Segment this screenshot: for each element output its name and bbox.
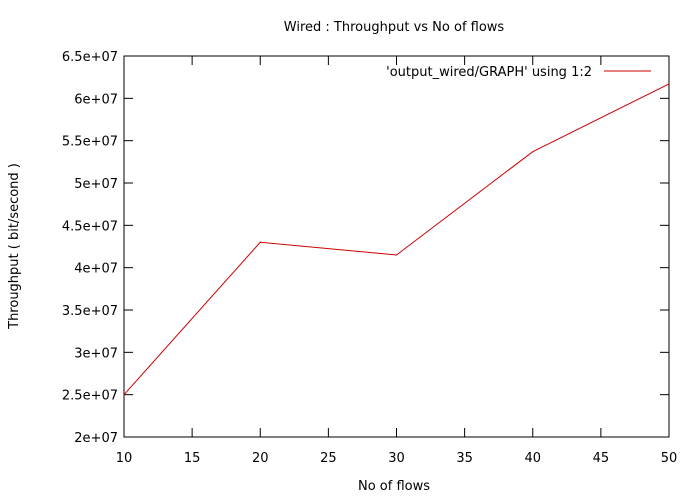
series-layer [123,83,670,396]
x-tick-label: 15 [184,451,201,466]
legend-label: 'output_wired/GRAPH' using 1:2 [386,65,592,80]
legend: 'output_wired/GRAPH' using 1:2 [386,65,651,80]
x-tick-label: 40 [524,451,541,466]
x-tick-label: 50 [661,451,678,466]
series-line [123,83,670,395]
x-axis: 10 15 20 25 30 35 40 45 50 [116,56,678,466]
y-tick-label: 3e+07 [74,346,118,361]
x-tick-label: 25 [320,451,337,466]
y-axis-label: Throughput ( bit/second ) [7,163,22,330]
x-tick-label: 20 [252,451,269,466]
chart-title: Wired : Throughput vs No of flows [284,20,505,35]
y-tick-label: 3.5e+07 [62,304,118,319]
plot-frame [123,55,670,438]
y-axis: 2e+07 2.5e+07 3e+07 3.5e+07 4e+07 4.5e+07 5e+0… [62,50,669,446]
y-tick-label: 4.5e+07 [62,219,118,234]
y-tick-label: 2e+07 [74,431,118,446]
x-axis-label: No of flows [358,479,430,494]
data-point [668,83,670,85]
y-tick-label: 6e+07 [74,92,118,107]
x-tick-label: 35 [456,451,473,466]
data-point [259,241,261,243]
data-point [395,254,398,256]
y-tick-label: 6.5e+07 [62,50,118,65]
y-tick-label: 2.5e+07 [62,389,118,404]
x-tick-label: 10 [116,451,133,466]
x-tick-label: 30 [388,451,405,466]
x-tick-label: 45 [593,451,610,466]
data-point [532,151,534,153]
y-tick-label: 5.5e+07 [62,135,118,150]
y-tick-label: 5e+07 [74,177,118,192]
y-tick-label: 4e+07 [74,262,118,277]
data-point [123,394,125,396]
